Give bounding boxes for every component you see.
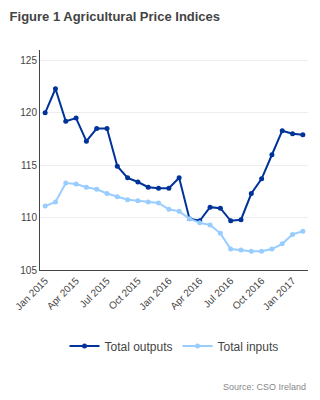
svg-text:125: 125 — [20, 55, 37, 66]
svg-text:110: 110 — [21, 212, 37, 223]
svg-text:Jan 2016: Jan 2016 — [137, 275, 174, 312]
svg-text:Oct 2015: Oct 2015 — [106, 275, 143, 312]
svg-text:Oct 2016: Oct 2016 — [230, 275, 267, 312]
svg-text:Jul 2016: Jul 2016 — [201, 275, 236, 310]
svg-text:Figure 1 Agricultural Price In: Figure 1 Agricultural Price Indices — [10, 9, 220, 24]
svg-text:Jul 2015: Jul 2015 — [77, 275, 112, 310]
svg-text:Jan 2015: Jan 2015 — [13, 275, 50, 312]
svg-text:Jan 2017: Jan 2017 — [261, 275, 298, 312]
svg-text:Apr 2016: Apr 2016 — [168, 275, 205, 312]
svg-text:Apr 2015: Apr 2015 — [45, 275, 82, 312]
svg-text:105: 105 — [20, 265, 37, 276]
svg-text:Total outputs: Total outputs — [105, 340, 173, 354]
svg-text:120: 120 — [20, 107, 37, 118]
svg-text:Total inputs: Total inputs — [218, 340, 279, 354]
svg-text:115: 115 — [21, 160, 37, 171]
svg-text:Source: CSO Ireland: Source: CSO Ireland — [223, 382, 306, 392]
